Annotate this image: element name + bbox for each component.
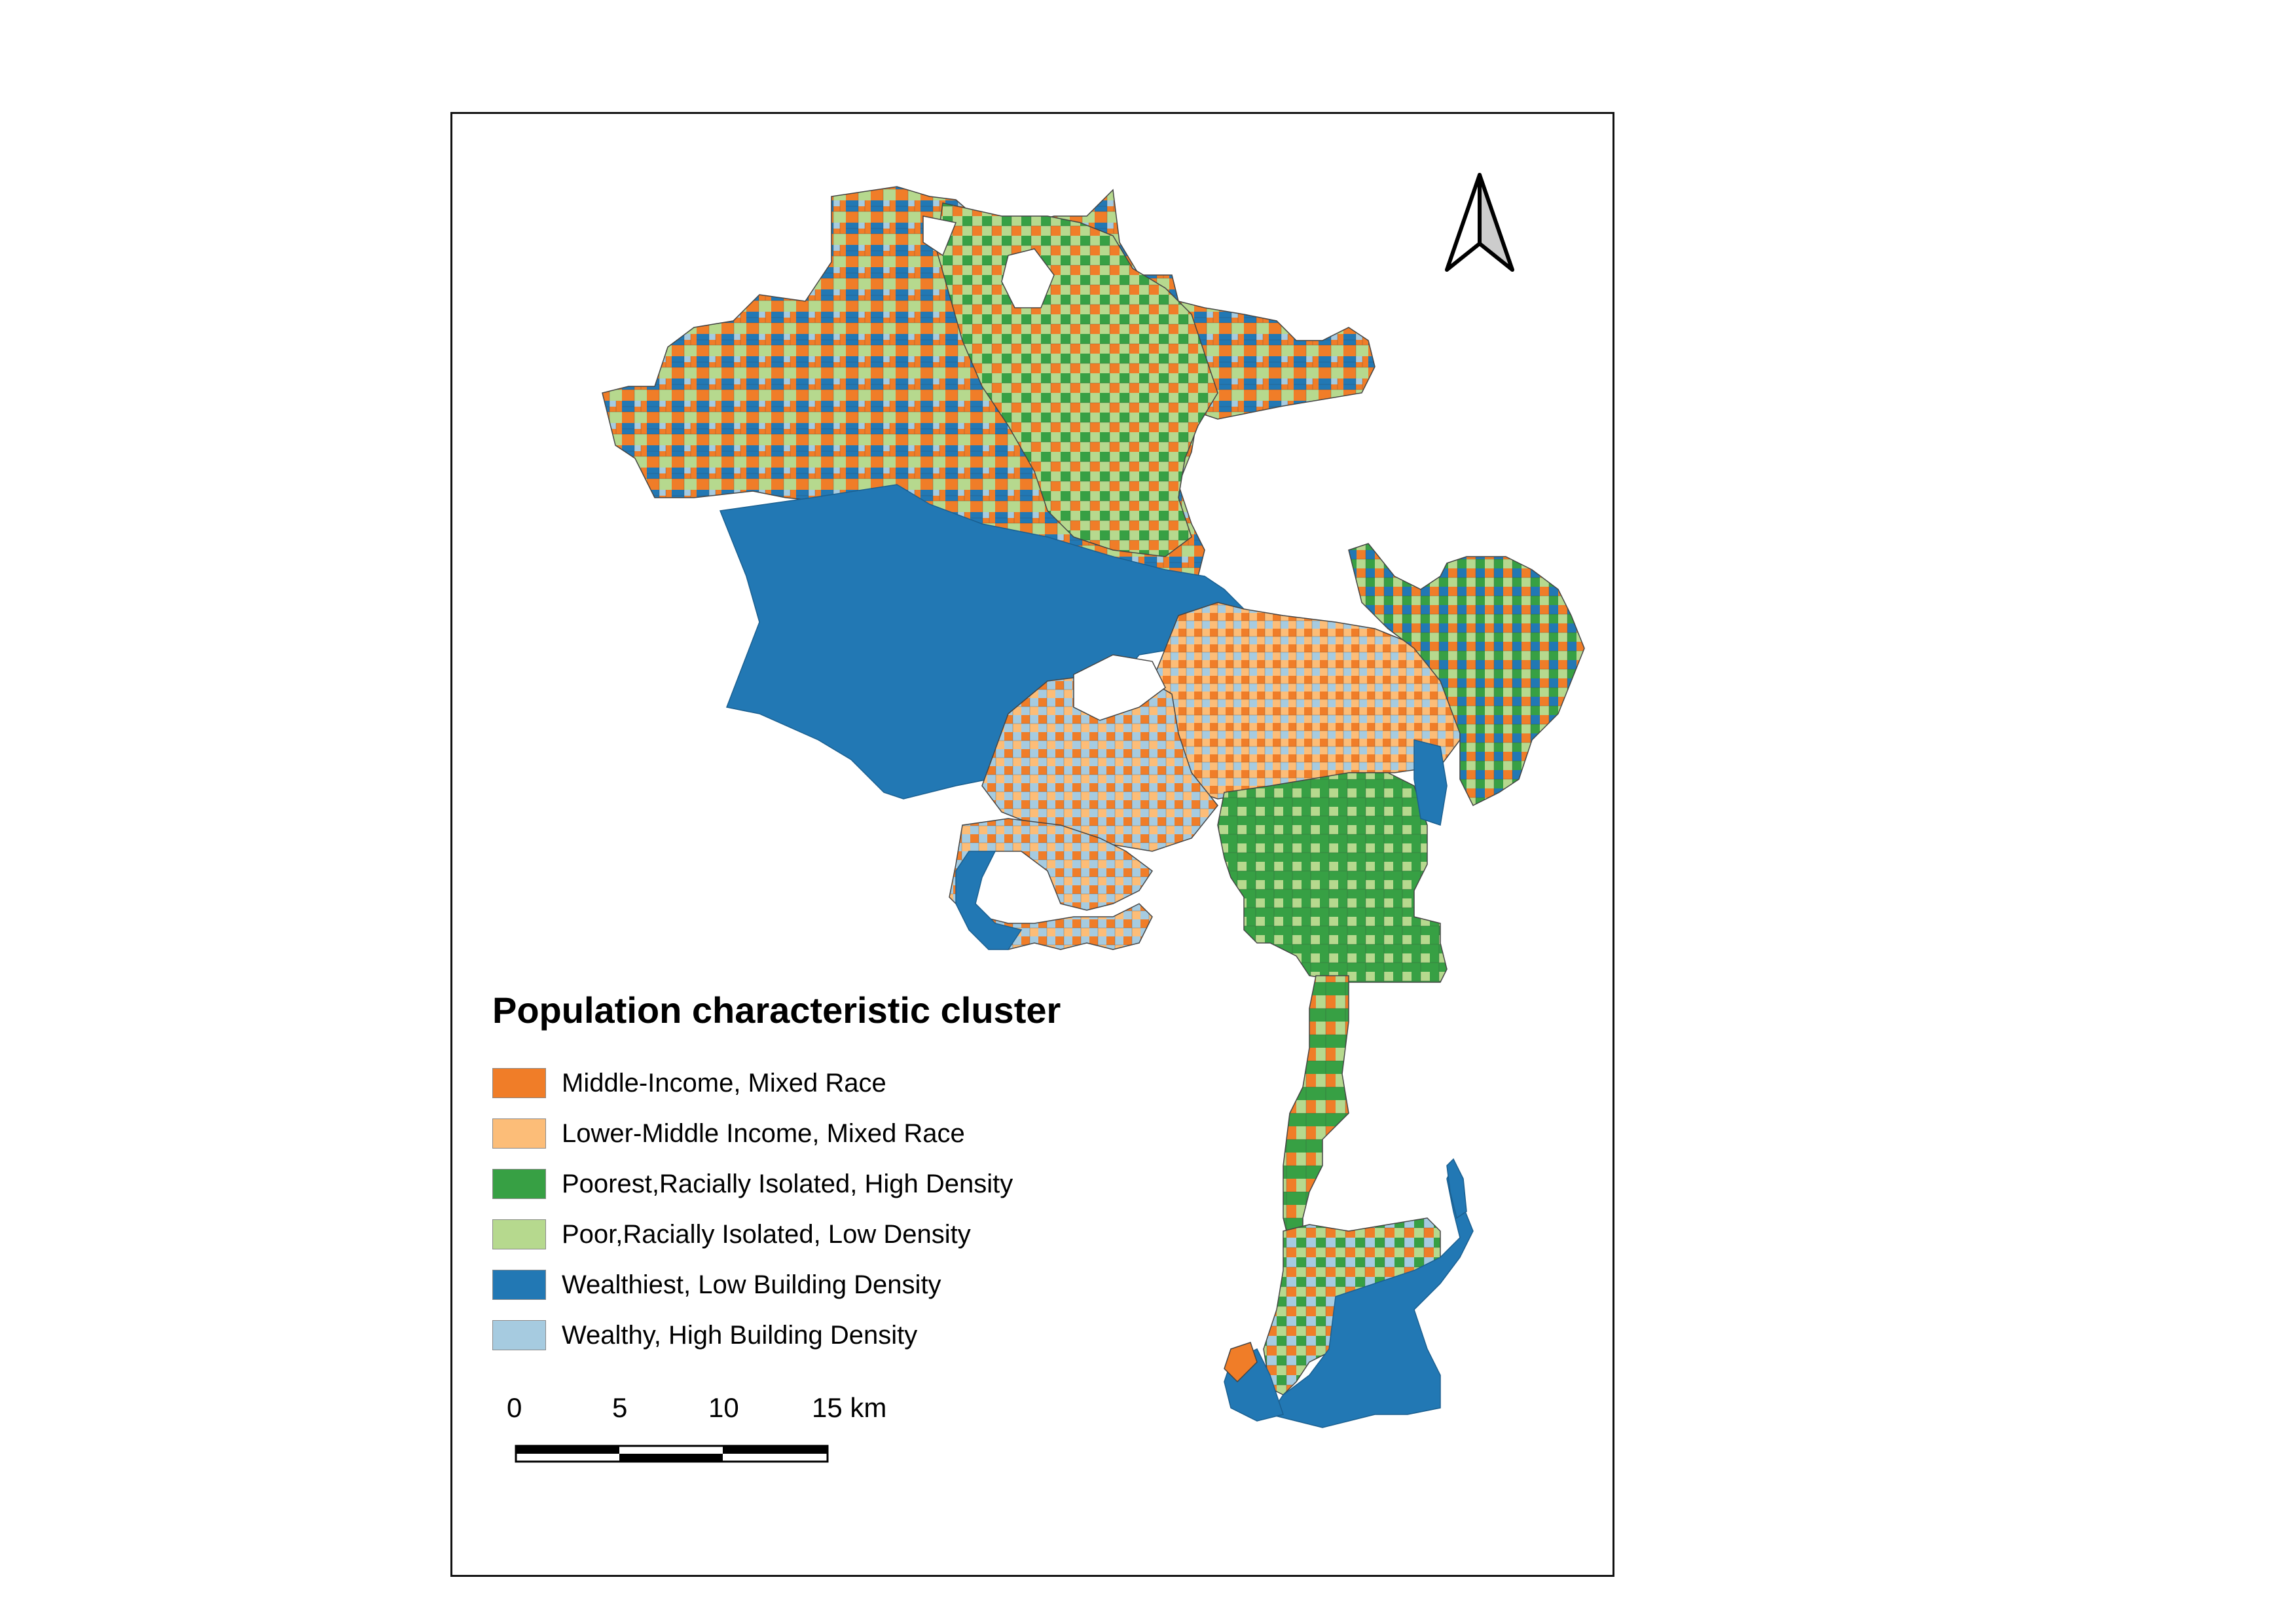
coastal-hills [955,851,1023,950]
scale-label-5: 5 [612,1392,628,1423]
legend-item-poor-low-density: Poor,Racially Isolated, Low Density [492,1219,1013,1270]
legend-item-middle-income: Middle-Income, Mixed Race [492,1068,1013,1118]
legend-label: Poorest,Racially Isolated, High Density [562,1170,1013,1198]
south-region [1217,772,1448,983]
legend-swatch [492,1118,546,1149]
legend-swatch [492,1068,546,1098]
legend-label: Wealthiest, Low Building Density [562,1270,941,1299]
east-region [1348,543,1585,807]
legend-item-lower-middle-income: Lower-Middle Income, Mixed Race [492,1118,1013,1169]
port-tail [1446,1158,1467,1219]
legend-item-wealthy: Wealthy, High Building Density [492,1320,1013,1371]
scale-label-10: 10 [708,1392,739,1423]
legend-title: Population characteristic cluster [492,989,1061,1031]
legend-item-poorest-high-density: Poorest,Racially Isolated, High Density [492,1169,1013,1219]
legend-swatch [492,1219,546,1249]
valley-hole [1001,248,1055,308]
legend-swatch [492,1320,546,1350]
scale-bar [515,1445,829,1463]
valley-hole-north [922,215,957,257]
legend-label: Middle-Income, Mixed Race [562,1069,886,1098]
legend-swatch [492,1169,546,1199]
scale-label-0: 0 [507,1392,522,1423]
legend-item-wealthiest: Wealthiest, Low Building Density [492,1270,1013,1320]
sanpedro-west [1224,1342,1258,1383]
legend-label: Poor,Racially Isolated, Low Density [562,1220,971,1249]
west-enclave [1073,654,1166,721]
legend: Middle-Income, Mixed Race Lower-Middle I… [492,1068,1013,1371]
harbor-strip [1283,975,1349,1245]
legend-label: Wealthy, High Building Density [562,1321,918,1350]
scale-label-15: 15 km [812,1392,887,1423]
legend-label: Lower-Middle Income, Mixed Race [562,1119,965,1148]
coastal-region [949,818,1154,950]
north-arrow-icon [1445,173,1514,272]
southeast-block [1413,739,1448,826]
legend-swatch [492,1270,546,1300]
